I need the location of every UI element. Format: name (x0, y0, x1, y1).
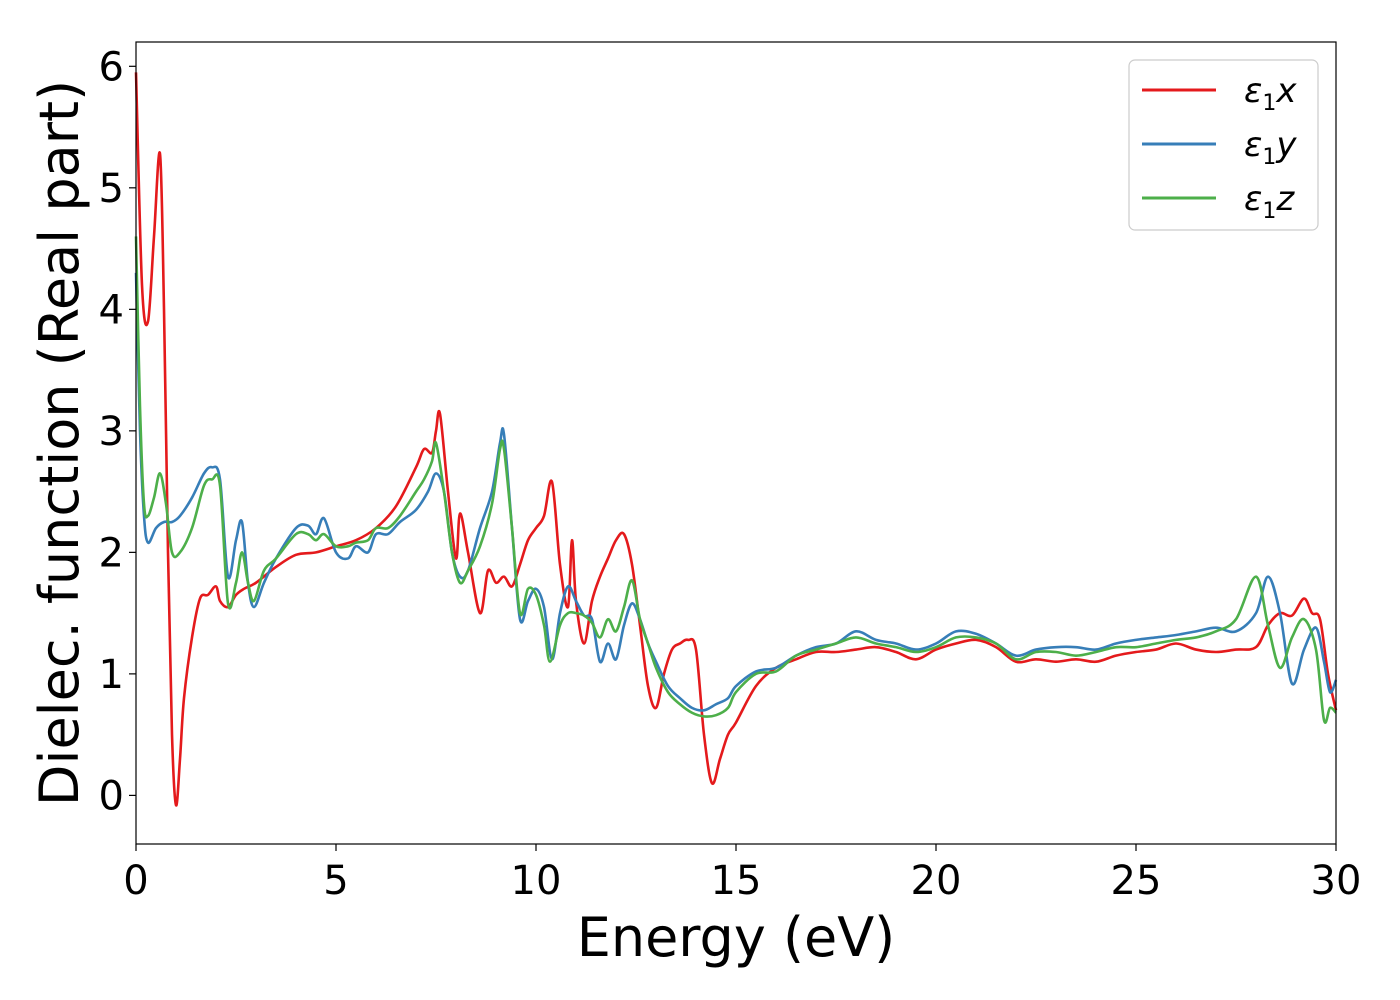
x-tick-label: 10 (511, 858, 562, 904)
legend-label-x: ε1x (1244, 71, 1297, 116)
x-tick-label: 5 (323, 858, 348, 904)
series-line-x (134, 72, 1338, 807)
y-axis-ticks: 0 1 2 3 4 5 6 (99, 44, 136, 819)
legend-items: ε1x ε1y ε1z (1142, 71, 1297, 224)
y-tick-label: 2 (99, 530, 124, 576)
y-tick-label: 0 (99, 773, 124, 819)
legend-label-y: ε1y (1244, 125, 1297, 170)
y-tick-label: 1 (99, 652, 124, 698)
legend-label-z: ε1z (1244, 179, 1295, 224)
x-tick-label: 25 (1111, 858, 1162, 904)
x-tick-label: 20 (911, 858, 962, 904)
x-axis-ticks: 0 5 10 15 20 25 30 (123, 844, 1361, 904)
y-tick-label: 3 (99, 409, 124, 455)
series-line-y (134, 272, 1338, 712)
legend: ε1x ε1y ε1z (1128, 59, 1319, 231)
series-layer (134, 72, 1338, 807)
y-tick-label: 4 (99, 287, 124, 333)
y-axis-title: Dielec. function (Real part) (28, 80, 91, 806)
x-tick-label: 0 (123, 858, 148, 904)
x-tick-label: 30 (1311, 858, 1362, 904)
x-tick-label: 15 (711, 858, 762, 904)
x-axis-title: Energy (eV) (577, 906, 896, 969)
series-line-z (134, 236, 1337, 724)
y-tick-label: 5 (99, 166, 124, 212)
legend-box (1128, 59, 1319, 231)
y-tick-label: 6 (99, 44, 124, 90)
